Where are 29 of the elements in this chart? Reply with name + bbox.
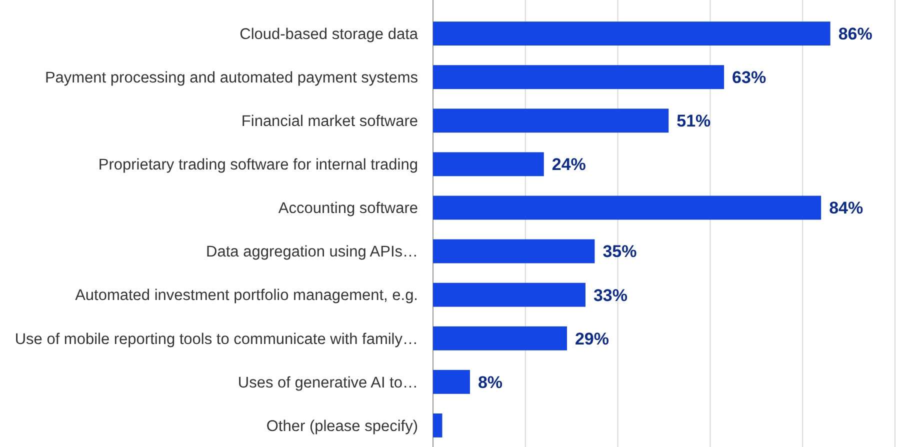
bar <box>433 326 567 350</box>
data-label: 29% <box>574 329 610 348</box>
bar <box>433 22 830 46</box>
y-tick-label: Cloud-based storage data <box>240 26 418 43</box>
bar <box>433 413 442 438</box>
bar <box>433 152 544 176</box>
y-tick-label: Use of mobile reporting tools to communicate with family… <box>14 330 418 348</box>
data-label: 24% <box>552 155 586 174</box>
y-tick-label: Other (please specify) <box>266 418 418 435</box>
y-tick-label: Accounting software <box>278 200 418 218</box>
bar <box>433 196 822 220</box>
y-tick-label: Proprietary trading software for internal trading <box>98 156 418 174</box>
y-tick-label: Uses of generative AI to… <box>238 374 418 392</box>
data-label: 33% <box>593 286 628 305</box>
bar <box>433 282 586 307</box>
y-tick-label: Financial market software <box>241 113 418 130</box>
bar <box>433 108 669 133</box>
y-tick-label: Automated investment portfolio management, e.g. <box>75 287 418 304</box>
data-label: 35% <box>602 242 637 262</box>
y-tick-label: Data aggregation using APIs… <box>206 244 418 261</box>
data-label: 51% <box>676 112 711 131</box>
y-tick-label: Payment processing and automated payment systems <box>44 70 418 87</box>
data-label: 84% <box>829 198 864 218</box>
bar <box>433 370 470 394</box>
bar <box>433 239 595 264</box>
data-label: 8% <box>478 372 503 392</box>
bar <box>433 65 724 90</box>
data-label: 86% <box>838 24 872 44</box>
data-label: 63% <box>732 68 766 88</box>
